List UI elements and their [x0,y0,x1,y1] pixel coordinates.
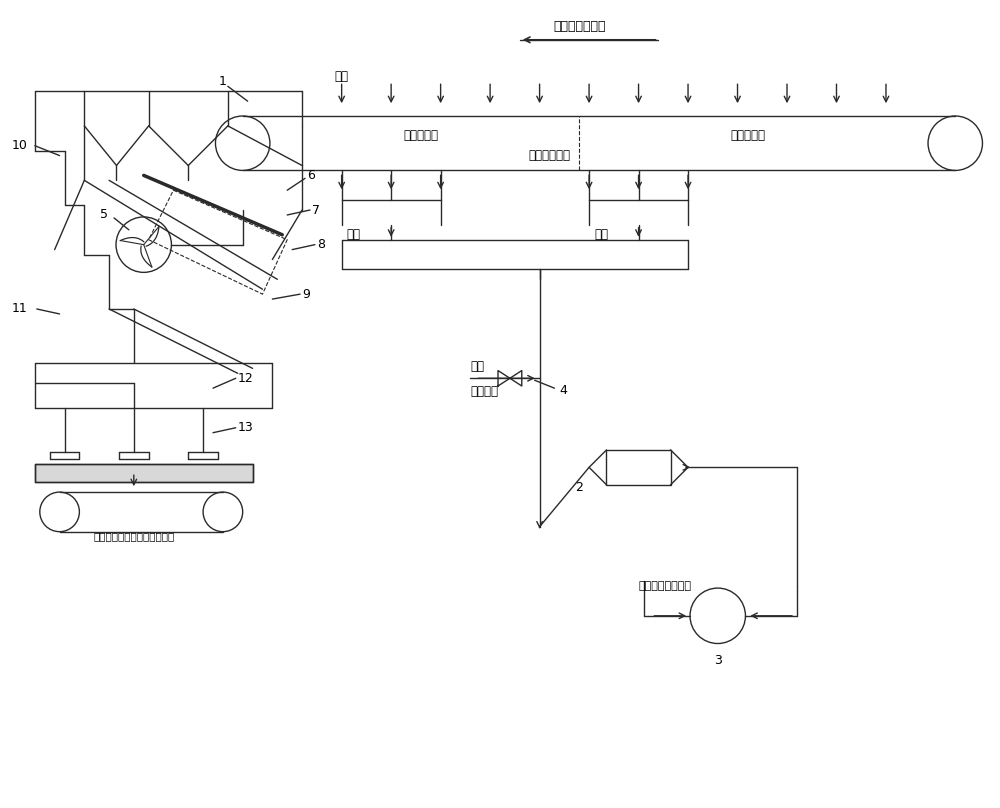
Text: 4: 4 [559,384,567,397]
Text: 烧结机的中部: 烧结机的中部 [528,149,570,162]
Text: 机上烧结段: 机上烧结段 [730,129,765,142]
Text: 7: 7 [312,204,320,217]
Text: 12: 12 [238,372,253,385]
Text: 6: 6 [307,169,315,182]
Text: 9: 9 [302,288,310,301]
Text: 8: 8 [317,238,325,251]
Text: 去往脱硫脱硝系统: 去往脱硫脱硝系统 [639,581,692,591]
Text: 机上冷却段: 机上冷却段 [403,129,438,142]
Text: 10: 10 [12,139,28,152]
Text: 空气: 空气 [470,360,484,372]
Text: 1: 1 [219,75,227,88]
Text: 2: 2 [575,481,583,494]
Text: 去往环冷机下方的出料胶带机: 去往环冷机下方的出料胶带机 [93,532,174,541]
Text: 烧结机运行方向: 烧结机运行方向 [553,20,605,33]
Circle shape [690,588,745,643]
Text: 13: 13 [238,421,253,434]
Bar [35,465,253,482]
Circle shape [203,492,243,532]
Text: 烟气: 烟气 [594,229,608,242]
Text: 11: 11 [12,302,28,315]
Text: 混合气体: 混合气体 [470,385,498,398]
Text: 3: 3 [714,654,722,667]
Bar [606,450,671,485]
Circle shape [928,116,982,170]
Text: 废气: 废气 [347,229,361,242]
Circle shape [215,116,270,170]
Circle shape [116,217,171,272]
Text: 空气: 空气 [335,70,349,83]
Circle shape [40,492,79,532]
Text: 5: 5 [100,208,108,221]
